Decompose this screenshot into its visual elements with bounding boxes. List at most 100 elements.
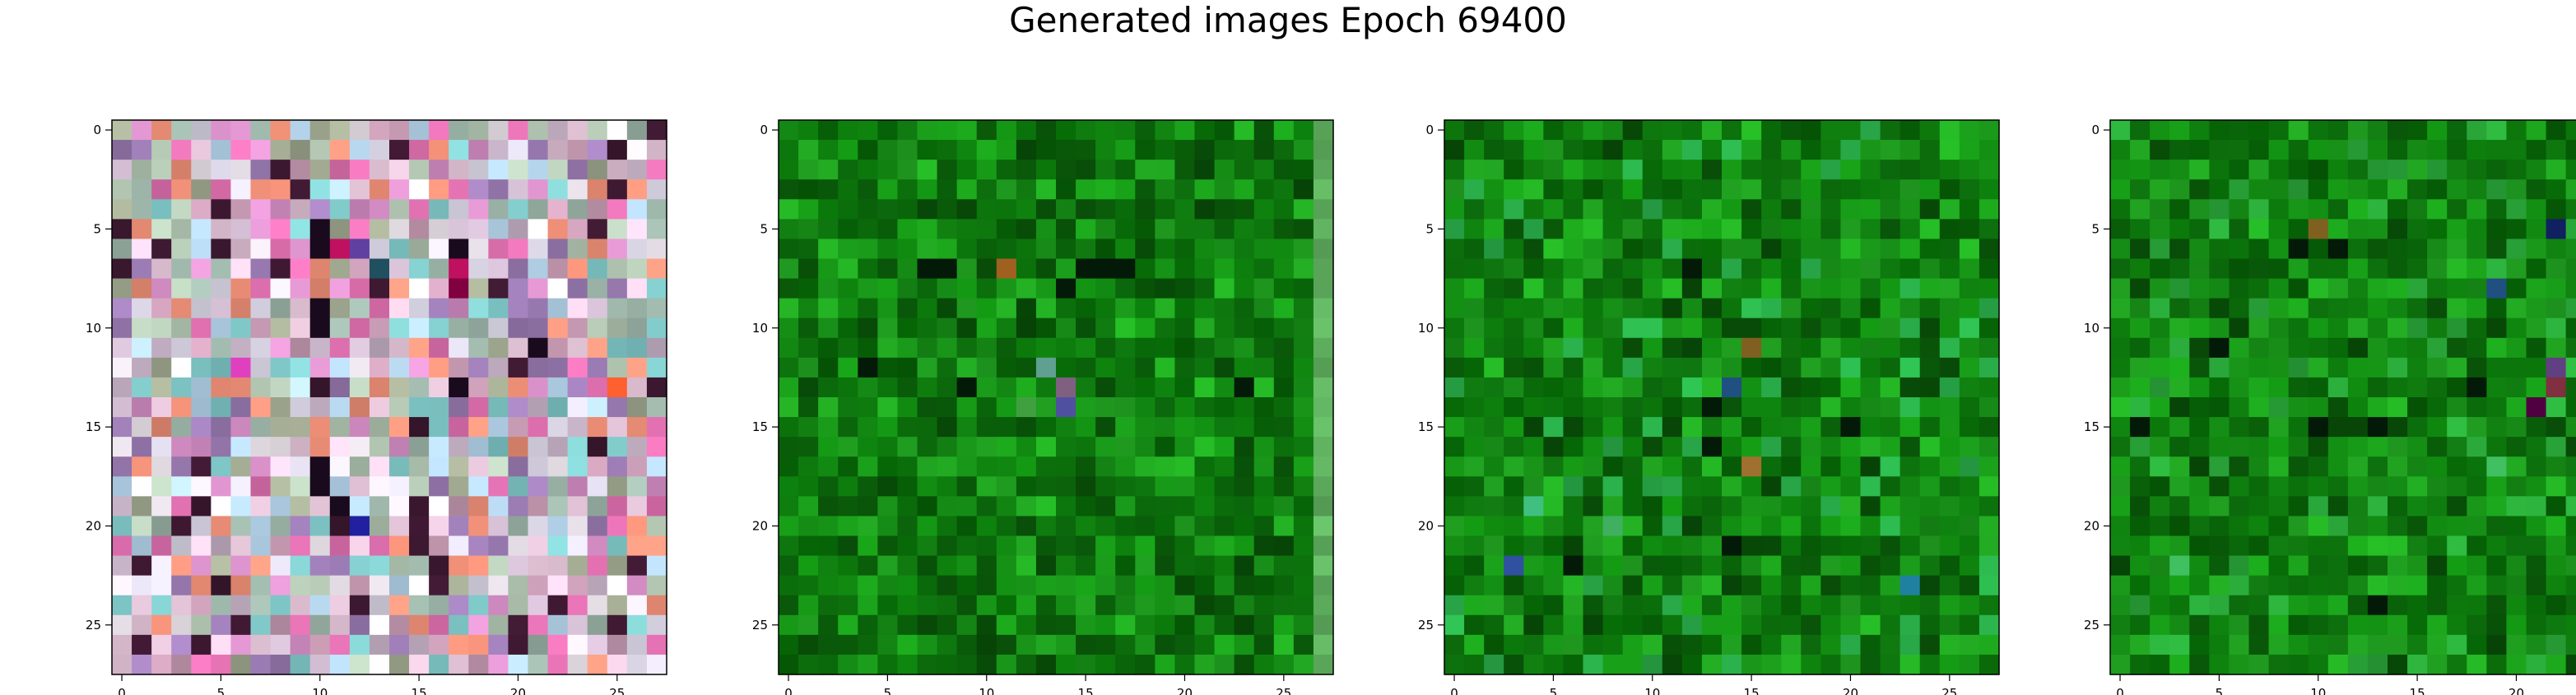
pixel-cell — [2268, 535, 2290, 557]
pixel-cell — [1642, 654, 1663, 675]
pixel-cell — [1253, 595, 1275, 616]
pixel-cell — [1662, 476, 1683, 497]
pixel-cell — [488, 278, 509, 299]
pixel-cell — [309, 337, 331, 359]
pixel-cell — [1444, 219, 1465, 240]
pixel-cell — [2526, 456, 2547, 477]
pixel-cell — [956, 179, 978, 200]
pixel-cell — [132, 377, 152, 398]
pixel-cell — [2327, 437, 2349, 457]
pixel-cell — [1761, 476, 1782, 497]
pixel-cell — [1194, 456, 1216, 477]
pixel-cell — [528, 179, 549, 200]
pixel-cell — [2248, 595, 2270, 616]
pixel-cell — [191, 140, 212, 160]
pixel-cell — [1622, 634, 1644, 656]
pixel-cell — [2268, 160, 2290, 180]
pixel-cell — [1253, 298, 1275, 319]
pixel-cell — [1681, 258, 1703, 280]
pixel-cell — [2506, 654, 2527, 675]
pixel-cell — [2565, 614, 2576, 636]
pixel-cell — [1681, 357, 1703, 378]
pixel-cell — [2565, 140, 2576, 160]
pixel-cell — [1464, 140, 1485, 160]
pixel-cell — [1155, 634, 1176, 656]
pixel-cell — [468, 614, 489, 636]
pixel-cell — [1194, 476, 1216, 497]
pixel-cell — [1583, 377, 1604, 398]
pixel-cell — [1741, 377, 1762, 398]
pixel-cell — [2388, 278, 2408, 299]
pixel-cell — [587, 278, 608, 299]
pixel-cell — [1959, 258, 1980, 280]
pixel-cell — [2526, 317, 2547, 339]
pixel-cell — [2229, 239, 2250, 260]
x-tick-label: 20 — [2509, 686, 2524, 695]
pixel-cell — [1194, 219, 1216, 240]
pixel-cell — [1076, 278, 1096, 299]
pixel-cell — [897, 614, 918, 636]
pixel-cell — [1642, 337, 1663, 359]
pixel-cell — [2486, 555, 2508, 577]
pixel-cell — [1155, 179, 1176, 200]
pixel-cell — [2248, 377, 2270, 398]
pixel-cell — [1939, 496, 1960, 517]
pixel-cell — [567, 357, 588, 378]
pixel-cell — [2308, 496, 2329, 517]
pixel-cell — [917, 377, 938, 398]
pixel-cell — [2388, 317, 2408, 339]
pixel-cell — [132, 199, 152, 220]
pixel-cell — [567, 614, 588, 636]
pixel-cell — [468, 555, 489, 577]
pixel-cell — [290, 337, 311, 359]
pixel-cell — [1583, 278, 1604, 299]
pixel-cell — [2150, 614, 2170, 636]
pixel-cell — [349, 614, 370, 636]
pixel-cell — [2565, 496, 2576, 517]
pixel-cell — [1155, 476, 1176, 497]
pixel-cell — [250, 278, 272, 299]
pixel-cell — [1563, 516, 1584, 537]
pixel-cell — [779, 317, 799, 339]
pixel-cell — [1543, 239, 1565, 260]
pixel-cell — [1273, 140, 1295, 160]
pixel-cell — [587, 298, 608, 319]
pixel-cell — [1662, 298, 1683, 319]
pixel-cell — [2486, 239, 2508, 260]
pixel-cell — [646, 595, 667, 616]
pixel-cell — [1681, 516, 1703, 537]
pixel-cell — [2308, 634, 2329, 656]
pixel-cell — [1174, 199, 1196, 220]
pixel-cell — [2467, 199, 2487, 220]
pixel-cell — [2407, 179, 2428, 200]
pixel-cell — [1642, 476, 1663, 497]
pixel-cell — [858, 397, 878, 418]
pixel-cell — [1273, 535, 1295, 557]
pixel-cell — [2248, 120, 2270, 141]
pixel-cell — [2447, 595, 2467, 616]
pixel-cell — [858, 614, 878, 636]
pixel-cell — [1194, 258, 1216, 280]
pixel-cell — [2327, 337, 2349, 359]
pixel-cell — [1939, 535, 1960, 557]
pixel-cell — [191, 496, 212, 517]
pixel-cell — [132, 239, 152, 260]
pixel-cell — [1741, 160, 1762, 180]
pixel-cell — [349, 120, 370, 141]
pixel-cell — [1701, 614, 1723, 636]
pixel-cell — [779, 377, 799, 398]
pixel-cell — [2248, 614, 2270, 636]
pixel-cell — [468, 575, 489, 596]
pixel-cell — [2506, 120, 2527, 141]
pixel-cell — [2327, 160, 2349, 180]
pixel-cell — [937, 575, 958, 596]
pixel-cell — [567, 219, 588, 240]
pixel-cell — [1899, 317, 1921, 339]
pixel-cell — [1761, 516, 1782, 537]
pixel-cell — [996, 535, 1017, 557]
pixel-cell — [1820, 634, 1842, 656]
pixel-cell — [1662, 417, 1683, 438]
pixel-cell — [2427, 199, 2448, 220]
pixel-cell — [449, 219, 469, 240]
pixel-cell — [547, 654, 569, 675]
